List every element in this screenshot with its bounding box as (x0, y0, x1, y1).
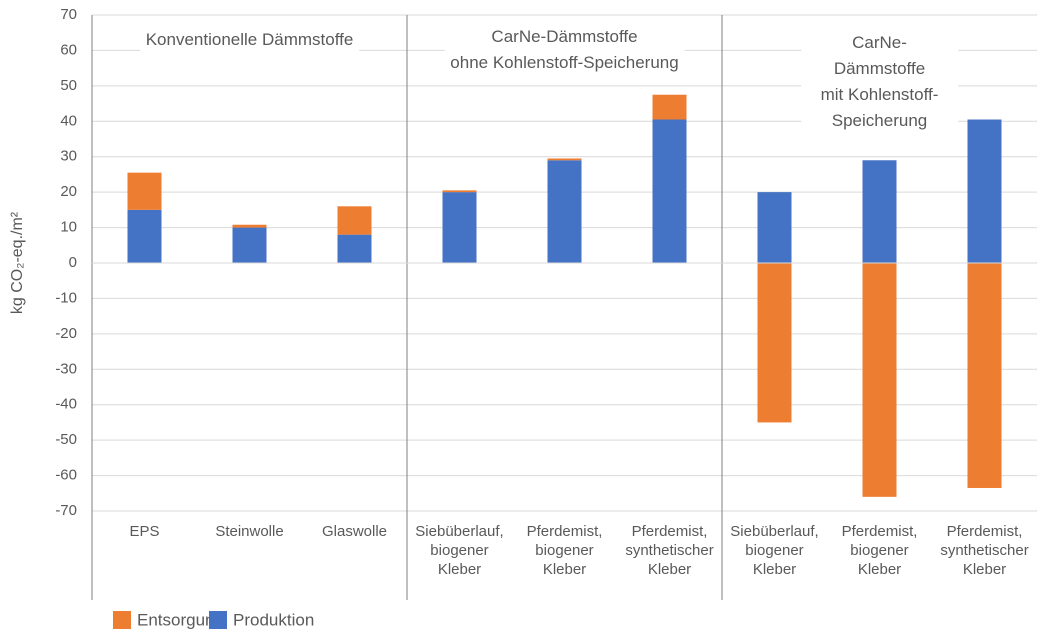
y-tick-label: 20 (60, 183, 77, 200)
x-tick-label: Glaswolle (321, 523, 388, 540)
y-tick-label: 60 (60, 41, 77, 58)
bar (967, 263, 1002, 488)
legend-label: Entsorgung (137, 610, 224, 629)
x-tick-label: Pferdemist, biogener Kleber (841, 523, 918, 578)
legend-swatch (113, 611, 131, 629)
bar (862, 160, 897, 263)
y-tick-label: 0 (69, 254, 77, 271)
x-tick-label: Pferdemist, biogener Kleber (526, 523, 603, 578)
y-tick-label: -60 (55, 467, 77, 484)
y-axis-label: kg CO₂-eq./m² (9, 211, 26, 314)
bar (442, 192, 477, 263)
x-tick-label: Steinwolle (215, 523, 284, 540)
y-tick-label: 30 (60, 148, 77, 165)
legend-label: Produktion (233, 610, 314, 629)
bar (652, 94, 687, 120)
legend-swatch (209, 611, 227, 629)
x-tick-label: Pferdemist, synthetischer Kleber (940, 523, 1029, 578)
bar (547, 158, 582, 161)
y-tick-label: 50 (60, 77, 77, 94)
bar (232, 227, 267, 263)
y-tick-label: 10 (60, 219, 77, 236)
bar (127, 172, 162, 210)
bar (862, 263, 897, 497)
y-tick-label: -10 (55, 289, 77, 306)
bar (442, 190, 477, 193)
x-tick-label: Siebüberlauf, biogener Kleber (730, 523, 819, 578)
y-tick-label: -30 (55, 360, 77, 377)
group-title: CarNe-Dämmstoffe ohne Kohlenstoff-Speich… (444, 24, 685, 76)
x-tick-label: EPS (129, 523, 160, 540)
bar (967, 119, 1002, 263)
y-tick-label: -40 (55, 396, 77, 413)
bar (757, 263, 792, 423)
group-title: Konventionelle Dämmstoffe (139, 27, 360, 53)
bar (232, 224, 267, 228)
bar (547, 160, 582, 263)
y-tick-label: 40 (60, 112, 77, 129)
x-tick-label: Pferdemist, synthetischer Kleber (625, 523, 714, 578)
y-tick-label: 70 (60, 6, 77, 23)
bar (757, 192, 792, 263)
y-tick-label: -50 (55, 431, 77, 448)
bar (337, 234, 372, 263)
group-title: CarNe-Dämmstoffe mit Kohlenstoff-Speiche… (800, 30, 959, 134)
x-tick-label: Siebüberlauf, biogener Kleber (415, 523, 504, 578)
bar (127, 209, 162, 263)
bar (337, 206, 372, 235)
bar (652, 119, 687, 263)
y-tick-label: -70 (55, 502, 77, 519)
y-tick-label: -20 (55, 325, 77, 342)
